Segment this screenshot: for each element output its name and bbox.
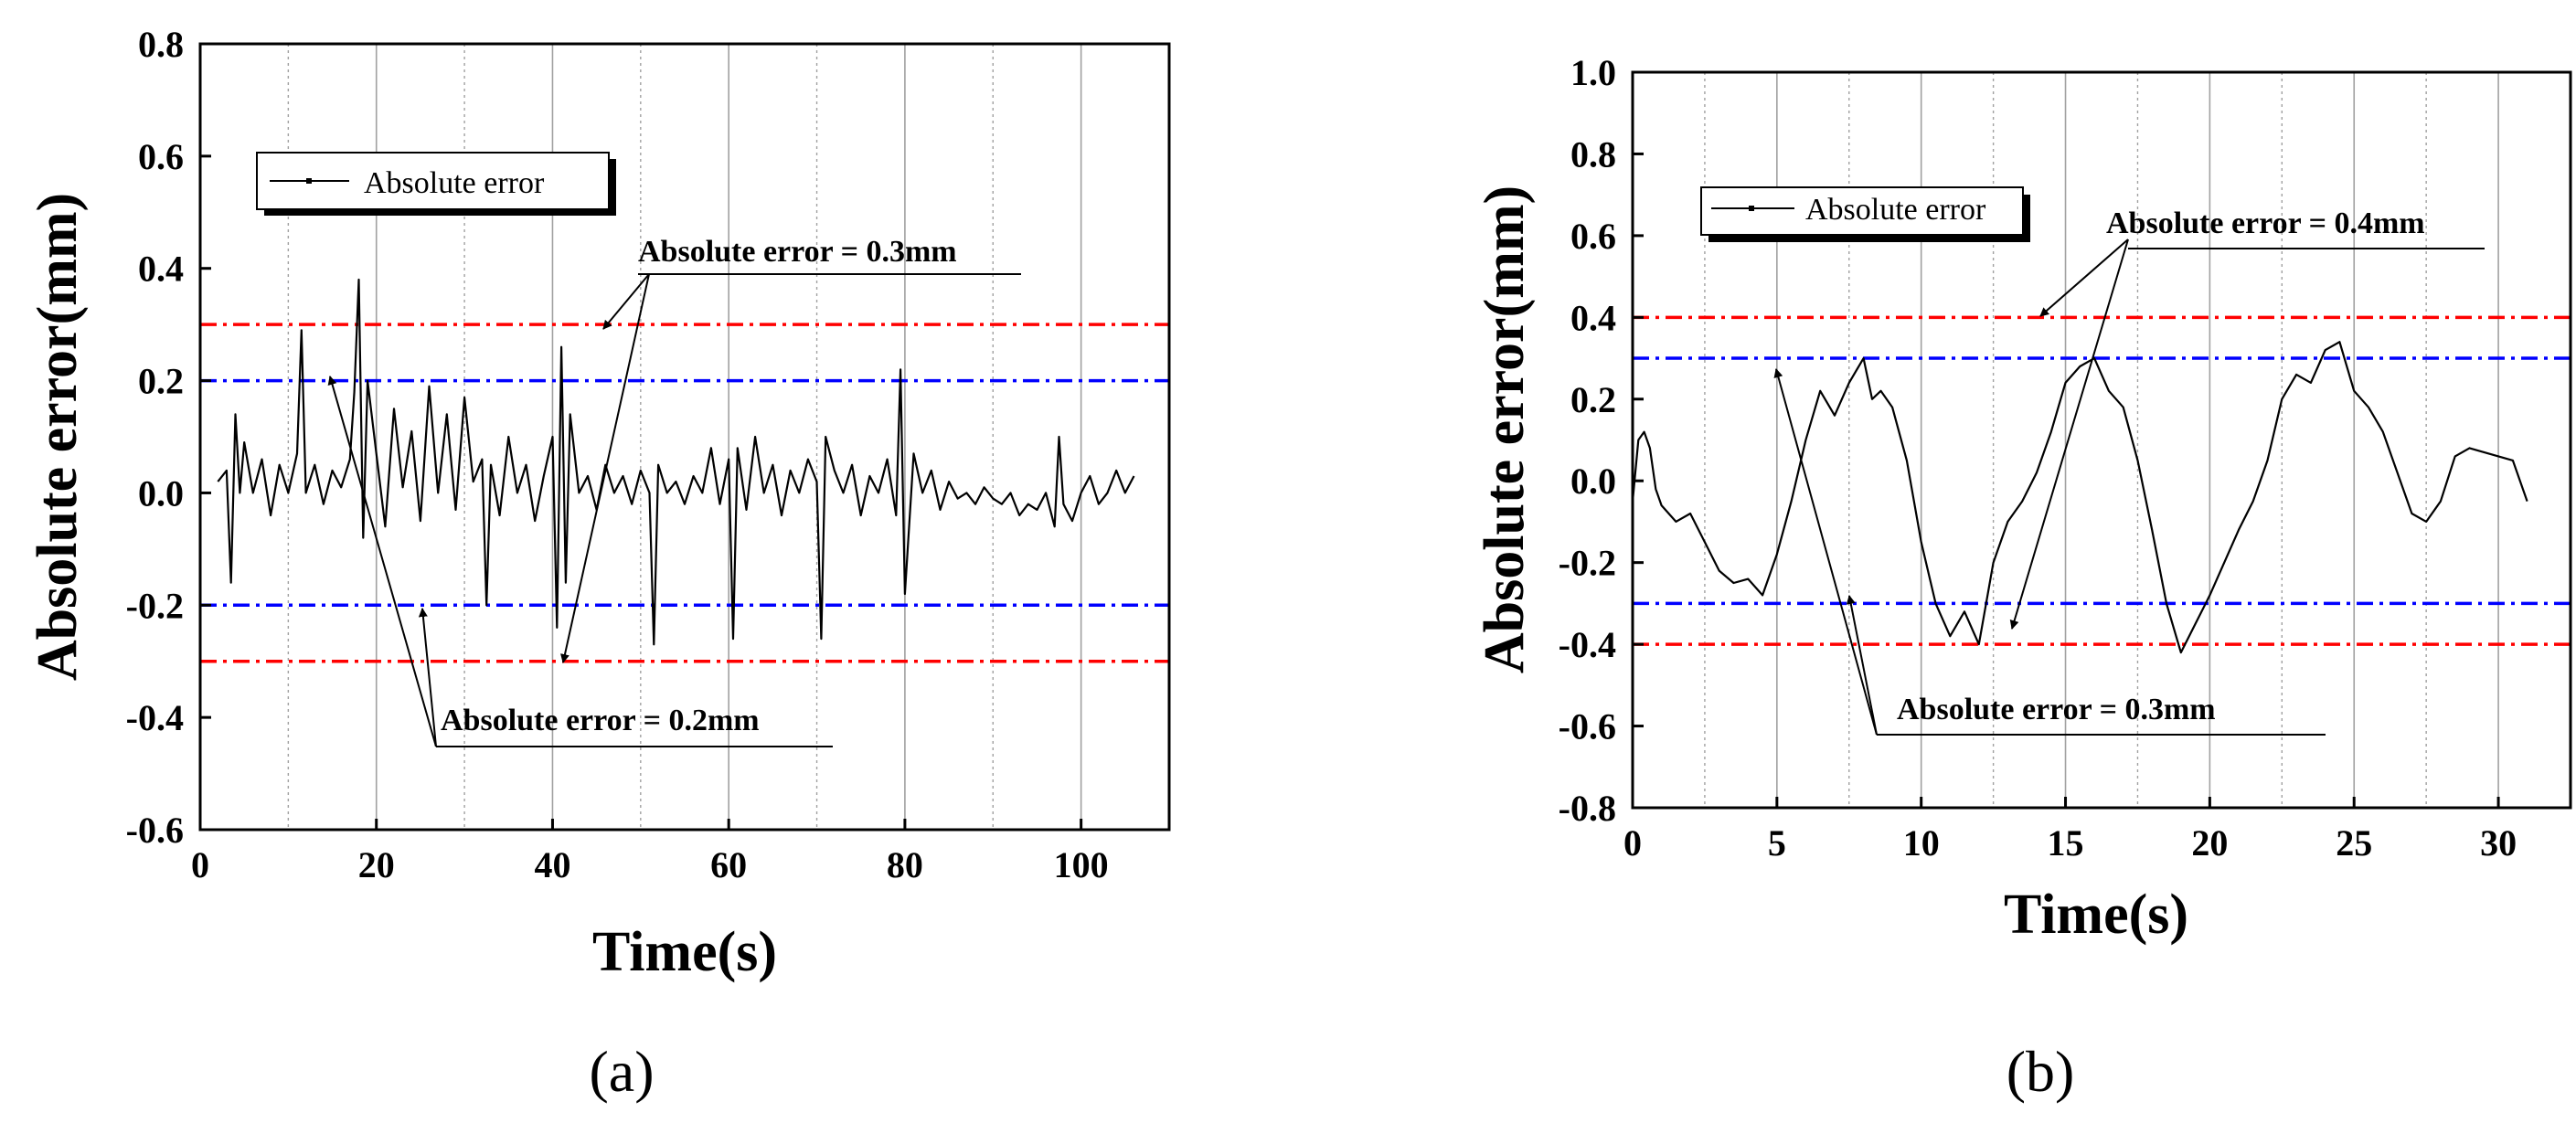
y-tick-label-a-3: 0.0 [138, 472, 184, 514]
annotation-label-0-3mm-b: Absolute error = 0.3mm [1897, 693, 2216, 726]
x-tick-label-b-4: 20 [2191, 822, 2228, 863]
series-line-a [217, 278, 1135, 646]
annotation-0-3mm-b: Absolute error = 0.3mm [1773, 368, 2326, 736]
y-tick-label-b-5: 0.2 [1570, 379, 1616, 420]
y-tick-label-b-1: -0.6 [1559, 706, 1616, 747]
annotation-0-3mm-a: Absolute error = 0.3mm [560, 235, 1021, 663]
x-tick-label-a-1: 20 [358, 844, 395, 885]
annotation-label-0-3mm: Absolute error = 0.3mm [638, 235, 957, 269]
panel-label-b: (b) [2007, 1039, 2075, 1104]
y-tick-label-b-9: 1.0 [1570, 52, 1616, 93]
y-axis-title-b: Absolute error(mm) [1474, 185, 1536, 673]
x-axis-title-a: Time(s) [592, 921, 777, 983]
series-line-b [1631, 341, 2528, 654]
y-tick-label-b-3: -0.2 [1559, 543, 1616, 584]
legend-a: Absolute error [256, 152, 616, 216]
legend-label-b: Absolute error [1805, 193, 1986, 227]
arrow-to-lower-0-2mm [418, 608, 437, 747]
x-tick-label-a-2: 40 [534, 844, 570, 885]
y-tick-label-a-2: -0.2 [126, 585, 184, 626]
y-tick-label-b-7: 0.6 [1570, 216, 1616, 257]
y-tick-label-b-4: 0.0 [1570, 461, 1616, 502]
annotation-label-0-4mm: Absolute error = 0.4mm [2106, 207, 2425, 240]
y-tick-label-b-8: 0.8 [1570, 133, 1616, 175]
x-tick-label-a-5: 100 [1054, 844, 1109, 885]
y-tick-label-a-0: -0.6 [126, 810, 184, 851]
y-tick-label-b-2: -0.4 [1559, 624, 1616, 665]
arrow-to-lower-0-4mm [2009, 238, 2129, 630]
y-tick-label-b-6: 0.4 [1570, 297, 1616, 338]
arrow-to-upper-0-3mm-b [1773, 368, 1878, 736]
y-tick-label-a-7: 0.8 [138, 24, 184, 65]
arrow-to-upper-0-3mm [602, 273, 650, 330]
arrow-to-lower-0-3mm-b [1846, 595, 1878, 736]
y-tick-label-a-5: 0.4 [138, 249, 184, 290]
x-tick-label-b-6: 30 [2480, 822, 2517, 863]
x-tick-label-b-0: 0 [1623, 822, 1642, 863]
ticks-a: 0 20 40 60 80 100 -0.6 -0.4 -0.2 0.0 0.2 0.4 0.6 0.8 [126, 24, 1109, 885]
x-tick-label-b-3: 15 [2048, 822, 2084, 863]
arrow-to-lower-0-3mm [560, 273, 650, 663]
chart-panel-b: 0 5 10 15 20 25 30 -0.8 -0.6 -0.4 -0.2 0.0 0.2 0.4 0.6… [1474, 52, 2572, 1104]
x-tick-label-a-0: 0 [191, 844, 209, 885]
annotation-label-0-2mm: Absolute error = 0.2mm [441, 704, 760, 737]
legend-b: Absolute error [1700, 186, 2030, 242]
panel-label-a: (a) [589, 1039, 654, 1104]
legend-label-a: Absolute error [364, 166, 545, 200]
annotation-0-2mm-a: Absolute error = 0.2mm [327, 376, 833, 747]
x-axis-title-b: Time(s) [2004, 884, 2188, 946]
arrow-to-upper-0-2mm [327, 376, 437, 747]
y-axis-title-a: Absolute error(mm) [27, 193, 89, 681]
annotation-0-4mm-b: Absolute error = 0.4mm [2009, 207, 2485, 630]
x-tick-label-a-4: 80 [887, 844, 923, 885]
plot-frame-b [1631, 70, 2572, 810]
threshold-lines-a [200, 323, 1169, 663]
x-tick-label-b-1: 5 [1768, 822, 1786, 863]
y-tick-label-a-6: 0.6 [138, 136, 184, 177]
ticks-b: 0 5 10 15 20 25 30 -0.8 -0.6 -0.4 -0.2 0.0 0.2 0.4 0.6… [1559, 52, 2517, 863]
x-tick-label-b-2: 10 [1903, 822, 1940, 863]
plot-frame-a [198, 42, 1171, 832]
chart-panel-a: 0 20 40 60 80 100-0.6-0.4-0.20.00.20.40.60.8 … [27, 24, 1171, 1104]
x-tick-label-a-3: 60 [710, 844, 747, 885]
arrow-to-upper-0-4mm [2039, 238, 2129, 317]
y-tick-label-a-1: -0.4 [126, 697, 184, 738]
threshold-lines-b [1633, 315, 2571, 646]
x-tick-label-b-5: 25 [2336, 822, 2372, 863]
y-tick-label-b-0: -0.8 [1559, 788, 1616, 829]
y-tick-label-a-4: 0.2 [138, 361, 184, 402]
